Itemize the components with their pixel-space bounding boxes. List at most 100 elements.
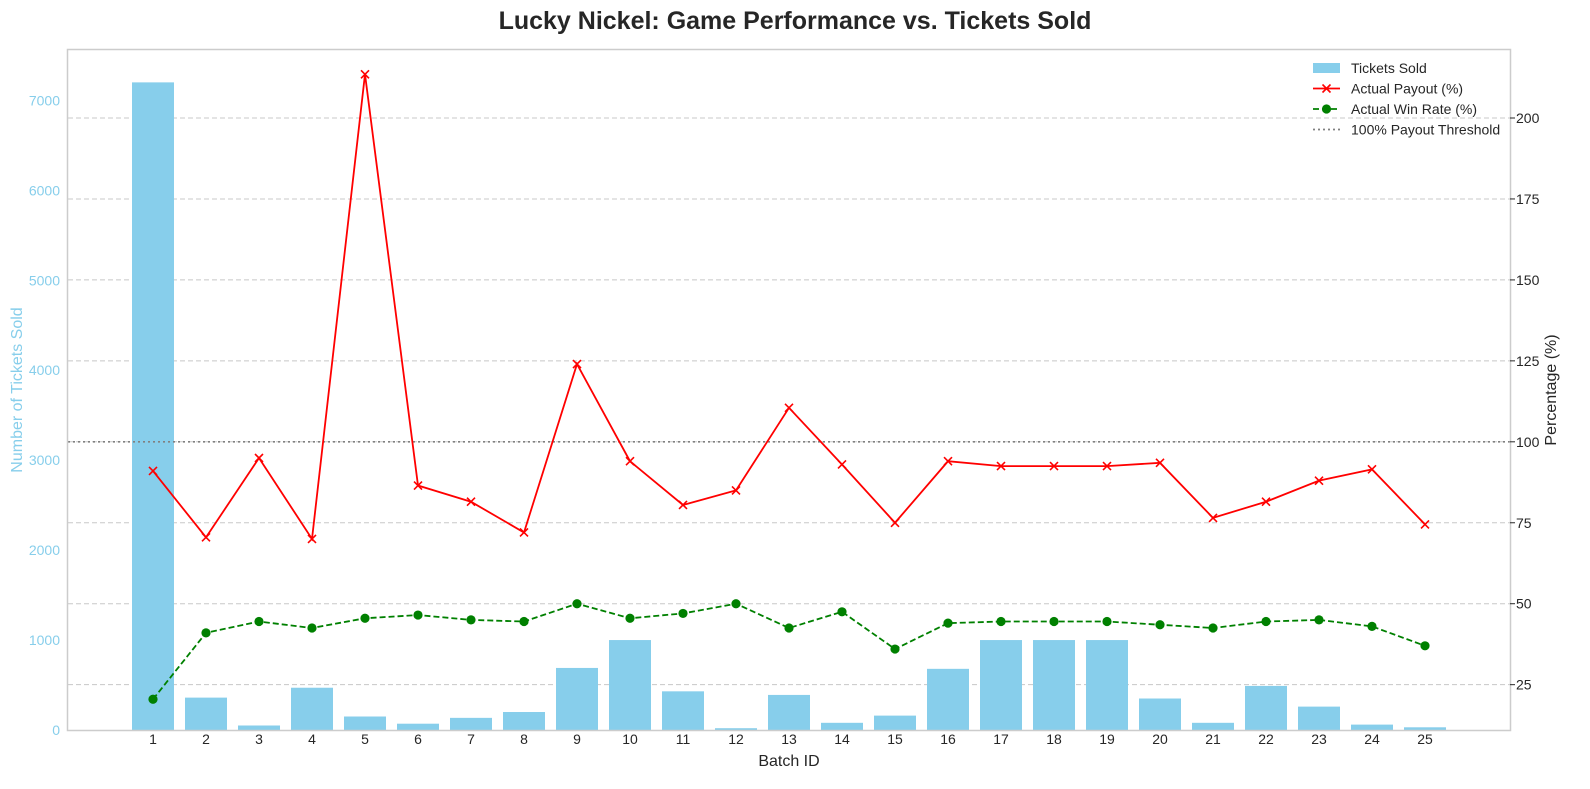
x-tick-label: 7 [467,731,475,747]
win-rate-point [784,623,794,633]
payout-point [678,500,688,510]
payout-point [1102,461,1112,471]
payout-point [731,485,741,495]
win-rate-point [943,618,953,628]
left-tick-label: 3000 [29,452,60,468]
bar [291,687,333,730]
bar [715,728,757,730]
payout-point [943,456,953,466]
bar [1086,640,1128,730]
bar [132,82,174,730]
legend-label: Tickets Sold [1351,60,1427,76]
x-tick-label: 18 [1046,731,1062,747]
right-axis-ticks: 25 50 75 100 125 150 175 200 [1510,110,1540,693]
x-tick-label: 21 [1205,731,1221,747]
x-tick-label: 9 [573,731,581,747]
left-tick-label: 0 [52,722,60,738]
right-tick-label: 150 [1516,272,1540,288]
win-rate-point [1420,641,1430,651]
legend-label: 100% Payout Threshold [1351,122,1500,138]
x-tick-label: 11 [676,731,691,747]
win-rate-point [837,607,847,617]
win-rate-point [731,599,741,609]
win-rate-point [996,616,1006,627]
grid-lines [68,117,1510,686]
legend-label: Actual Payout (%) [1351,81,1463,97]
legend-item: Actual Payout (%) [1313,81,1463,97]
payout-point [784,403,794,413]
payout-point [837,459,847,470]
x-tick-label: 19 [1099,731,1115,747]
payout-point [254,453,264,463]
bar [980,640,1022,730]
series-lines [148,69,1430,704]
legend-item: Tickets Sold [1313,60,1427,76]
bar [397,723,439,730]
x-axis-label: Batch ID [758,753,819,770]
payout-point [360,69,370,79]
win-rate-point [413,610,423,620]
payout-point [466,497,476,507]
win-rate-point [625,613,635,623]
bar [662,691,704,730]
payout-point [1049,461,1059,471]
payout-point [572,359,582,369]
right-tick-label: 125 [1516,353,1540,369]
x-tick-label: 14 [834,731,850,747]
win-rate-point [1314,615,1324,625]
right-tick-label: 50 [1516,596,1532,612]
bar [768,694,810,730]
right-tick-label: 200 [1516,110,1540,126]
payout-point [1208,513,1218,523]
bar [238,725,280,730]
x-tick-label: 25 [1417,731,1433,747]
payout-point [625,456,635,466]
win-rate-point [466,615,476,625]
plot-frame [66,48,1512,732]
bar [874,715,916,730]
legend-label: Actual Win Rate (%) [1351,101,1477,117]
payout-point [996,461,1006,471]
x-tick-label: 8 [520,731,528,747]
win-rate-point [1049,616,1059,627]
win-rate-point [1155,620,1165,630]
win-rate-point [254,616,264,627]
win-rate-point [890,644,900,654]
win-rate-point [148,694,158,704]
x-tick-label: 10 [622,731,638,747]
chart-title: Lucky Nickel: Game Performance vs. Ticke… [499,7,1092,35]
payout-point [1420,519,1430,529]
bar [1298,706,1340,730]
win-rate-point [678,608,688,619]
bar [1139,698,1181,730]
legend-item: Actual Win Rate (%) [1313,101,1477,117]
left-tick-label: 5000 [29,272,60,288]
bar [344,716,386,730]
x-tick-label: 4 [308,731,316,747]
x-tick-label: 13 [781,731,797,747]
payout-point [307,534,317,544]
bar [503,712,545,730]
x-tick-label: 23 [1311,731,1327,747]
left-axis-label: Number of Tickets Sold [9,307,26,472]
bar [821,722,863,730]
payout-point [413,480,423,491]
x-tick-label: 1 [149,731,157,747]
left-axis-ticks: 0 1000 2000 3000 4000 5000 6000 7000 [29,92,60,738]
bar [1033,640,1075,730]
x-tick-label: 5 [361,731,369,747]
win-rate-point [1102,616,1112,627]
right-tick-label: 175 [1516,191,1540,207]
series-line [152,74,1426,542]
win-rate-point [1208,623,1218,633]
win-rate-point [360,613,370,623]
bar [1192,722,1234,730]
x-tick-label: 15 [887,731,903,747]
bars [132,82,1446,730]
right-tick-label: 100 [1516,434,1540,450]
bar [185,697,227,730]
win-rate-point [201,628,211,638]
x-tick-label: 24 [1364,731,1380,747]
x-tick-label: 6 [414,731,422,747]
